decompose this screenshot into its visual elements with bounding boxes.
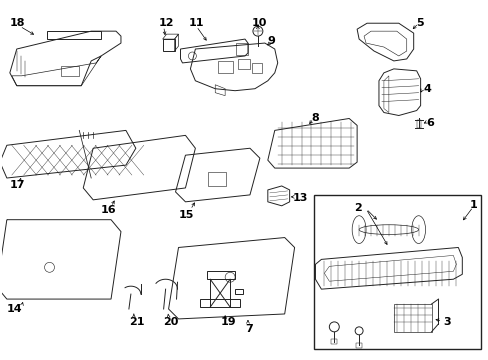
Bar bbox=[416, 121, 420, 129]
Text: 5: 5 bbox=[416, 18, 424, 28]
Text: 9: 9 bbox=[267, 36, 275, 46]
Text: 20: 20 bbox=[163, 317, 178, 327]
Text: 18: 18 bbox=[10, 18, 25, 28]
Text: 6: 6 bbox=[426, 118, 433, 129]
Bar bbox=[236, 43, 247, 55]
Text: 8: 8 bbox=[311, 113, 319, 122]
Text: 17: 17 bbox=[10, 180, 25, 190]
Bar bbox=[207, 271, 235, 279]
Text: 2: 2 bbox=[353, 203, 361, 213]
Bar bbox=[331, 339, 337, 344]
Text: 16: 16 bbox=[101, 205, 117, 215]
Text: 10: 10 bbox=[251, 18, 267, 28]
Text: 4: 4 bbox=[423, 84, 430, 94]
Text: 14: 14 bbox=[7, 304, 22, 314]
Bar bbox=[393, 304, 431, 332]
Bar bbox=[235, 289, 243, 294]
Bar bbox=[163, 39, 174, 51]
Bar bbox=[200, 299, 240, 307]
Text: 21: 21 bbox=[129, 317, 144, 327]
Bar bbox=[46, 31, 101, 39]
Bar bbox=[61, 66, 79, 76]
Bar bbox=[314, 195, 480, 349]
Text: 19: 19 bbox=[220, 317, 235, 327]
Bar bbox=[218, 61, 233, 73]
Bar bbox=[208, 172, 225, 186]
Bar bbox=[355, 343, 361, 348]
Text: 12: 12 bbox=[158, 18, 174, 28]
Text: 15: 15 bbox=[178, 210, 193, 220]
Bar bbox=[238, 59, 249, 69]
Bar bbox=[251, 63, 262, 73]
Text: 3: 3 bbox=[443, 317, 450, 327]
Text: 11: 11 bbox=[188, 18, 203, 28]
Text: 1: 1 bbox=[468, 200, 476, 210]
Text: 7: 7 bbox=[244, 324, 252, 334]
Text: 13: 13 bbox=[292, 193, 307, 203]
